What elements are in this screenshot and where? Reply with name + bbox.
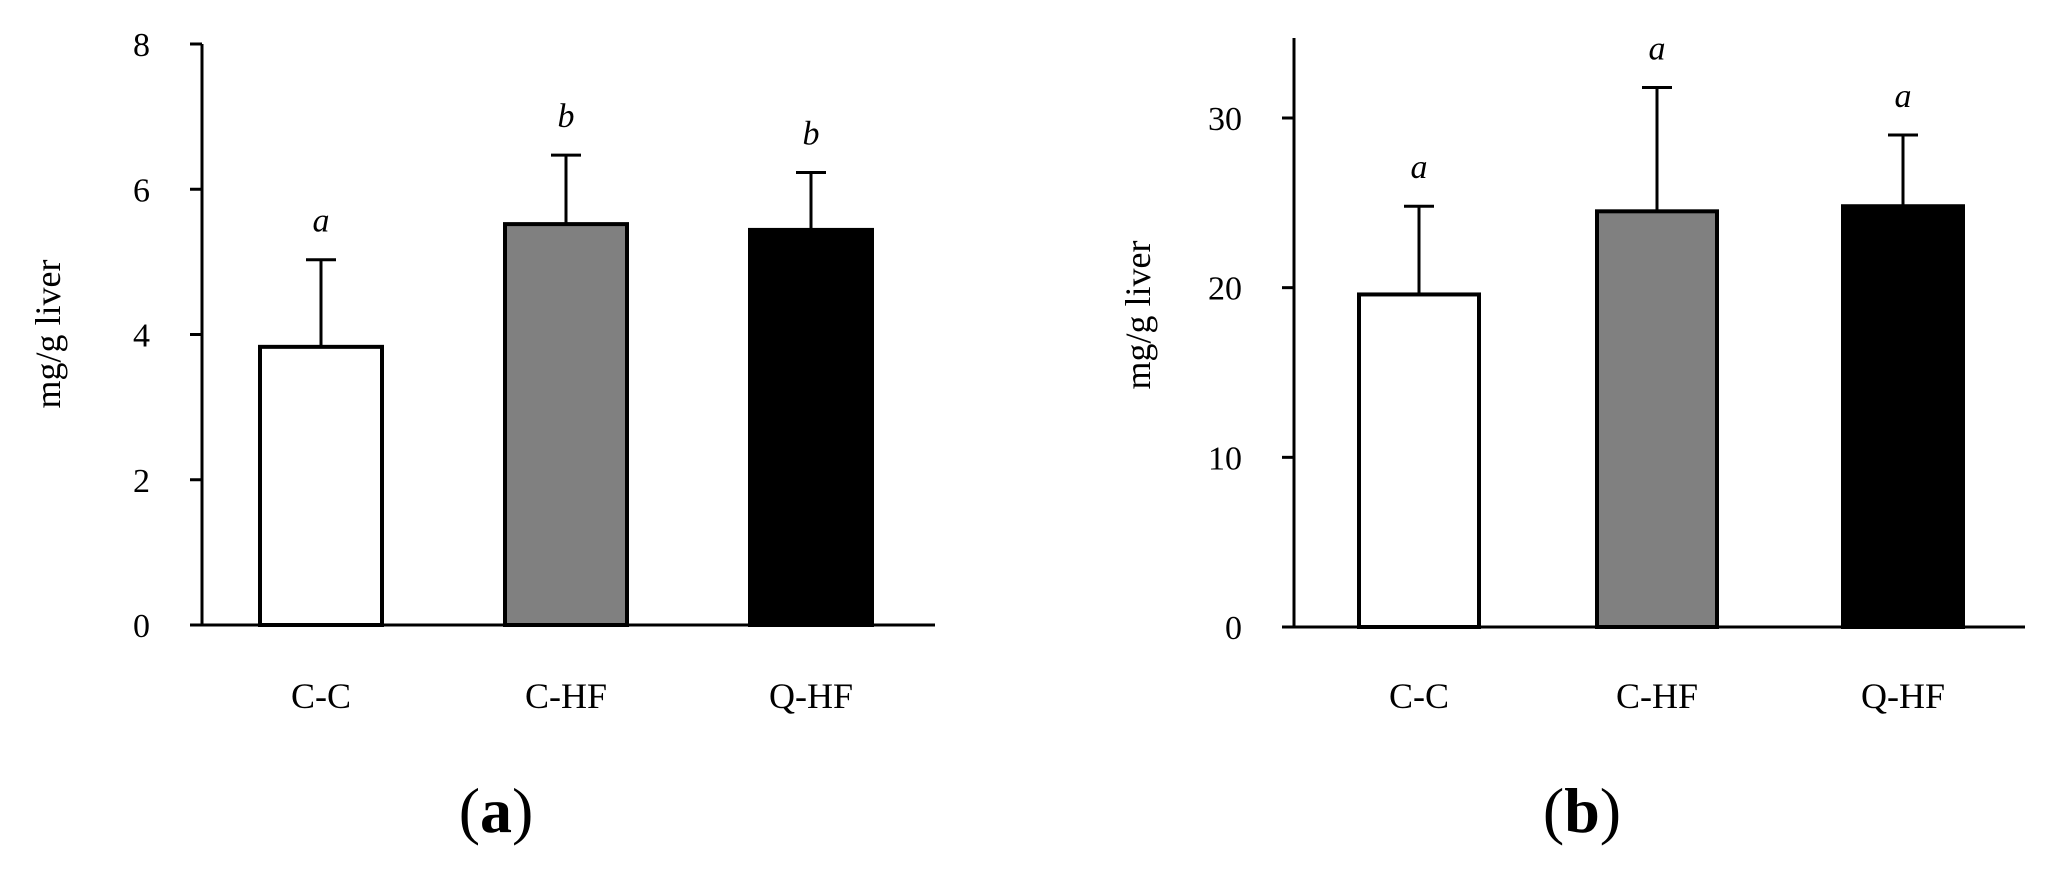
y-tick-label: 20 — [1208, 271, 1242, 308]
x-tick-label: C-HF — [525, 676, 607, 716]
bar-c-c — [258, 344, 384, 627]
y-tick-label: 0 — [1225, 610, 1242, 647]
significance-letter: a — [1895, 78, 1912, 115]
y-tick-label: 30 — [1208, 101, 1242, 138]
bar-c-hf — [1595, 209, 1719, 629]
significance-letter: b — [558, 98, 575, 135]
x-tick-label: C-C — [291, 676, 351, 716]
significance-letter: b — [803, 116, 820, 153]
y-axis: 0 2 4 6 8 — [133, 27, 204, 645]
x-tick-label: Q-HF — [1861, 676, 1945, 716]
chart-panel-b: 0 10 20 30 a a a C-C C-HF Q-HF mg/g liver (b) — [1118, 30, 2025, 846]
bar-c-c — [1357, 292, 1481, 629]
y-tick-label: 0 — [133, 608, 150, 645]
significance-letter: a — [313, 203, 330, 240]
y-axis-label: mg/g liver — [28, 260, 68, 409]
bar-c-hf — [503, 222, 629, 628]
y-tick-label: 6 — [133, 172, 150, 209]
x-tick-labels: C-C C-HF Q-HF — [291, 676, 853, 716]
x-tick-label: Q-HF — [769, 676, 853, 716]
panel-label-b: (b) — [1543, 775, 1621, 846]
x-tick-label: C-C — [1389, 676, 1449, 716]
x-tick-label: C-HF — [1616, 676, 1698, 716]
bars: a b b — [258, 98, 874, 628]
x-tick-labels: C-C C-HF Q-HF — [1389, 676, 1945, 716]
y-ticks: 0 2 4 6 8 — [133, 27, 202, 645]
y-axis-label: mg/g liver — [1118, 241, 1158, 390]
chart-panel-a: 0 2 4 6 8 a b b C-C C-HF Q-HF mg/g liver (a) — [28, 27, 935, 846]
y-axis: 0 10 20 30 — [1208, 38, 1296, 647]
panel-label-a: (a) — [459, 775, 534, 846]
y-tick-label: 2 — [133, 463, 150, 500]
significance-letter: a — [1649, 30, 1666, 67]
y-ticks: 0 10 20 30 — [1208, 101, 1294, 647]
y-tick-label: 10 — [1208, 440, 1242, 477]
y-tick-label: 4 — [133, 318, 150, 355]
bar-q-hf — [1841, 204, 1965, 630]
y-tick-label: 8 — [133, 27, 150, 64]
bars: a a a — [1357, 30, 1965, 630]
bar-q-hf — [748, 227, 874, 627]
significance-letter: a — [1411, 149, 1428, 186]
